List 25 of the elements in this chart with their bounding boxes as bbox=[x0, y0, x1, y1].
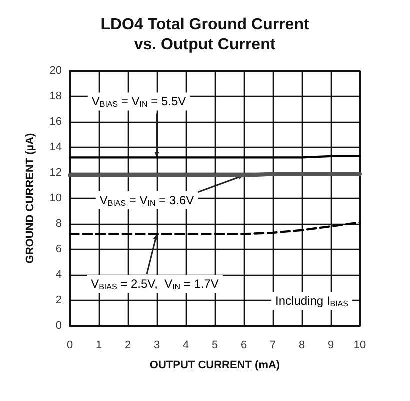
x-tick-label: 10 bbox=[354, 340, 366, 352]
x-tick-label: 6 bbox=[240, 340, 248, 352]
y-tick-label: 12 bbox=[50, 167, 62, 179]
y-tick-label: 20 bbox=[50, 65, 62, 77]
x-tick-label: 7 bbox=[270, 340, 276, 352]
y-tick-label: 8 bbox=[56, 218, 62, 230]
x-tick-label: 0 bbox=[66, 340, 74, 352]
y-tick-label: 2 bbox=[56, 294, 62, 306]
x-tick-label: 4 bbox=[182, 340, 190, 352]
y-tick-label: 18 bbox=[50, 90, 62, 102]
y-axis-title: GROUND CURRENT (µA) bbox=[24, 132, 36, 264]
x-tick-label: 3 bbox=[154, 340, 160, 352]
x-axis-title: OUTPUT CURRENT (mA) bbox=[150, 360, 280, 372]
y-tick-label: 16 bbox=[50, 116, 62, 128]
y-tick-label: 0 bbox=[56, 320, 62, 332]
y-tick-label: 14 bbox=[50, 142, 62, 154]
x-tick-label: 9 bbox=[328, 340, 334, 352]
y-tick-label: 6 bbox=[56, 244, 62, 256]
x-tick-label: 1 bbox=[96, 340, 102, 352]
chart-title: LDO4 Total Ground Current vs. Output Current bbox=[100, 16, 310, 54]
x-tick-label: 8 bbox=[298, 340, 306, 352]
x-tick-label: 5 bbox=[212, 340, 218, 352]
y-tick-label: 10 bbox=[50, 192, 62, 204]
x-tick-label: 2 bbox=[124, 340, 132, 352]
y-tick-label: 4 bbox=[56, 269, 62, 281]
